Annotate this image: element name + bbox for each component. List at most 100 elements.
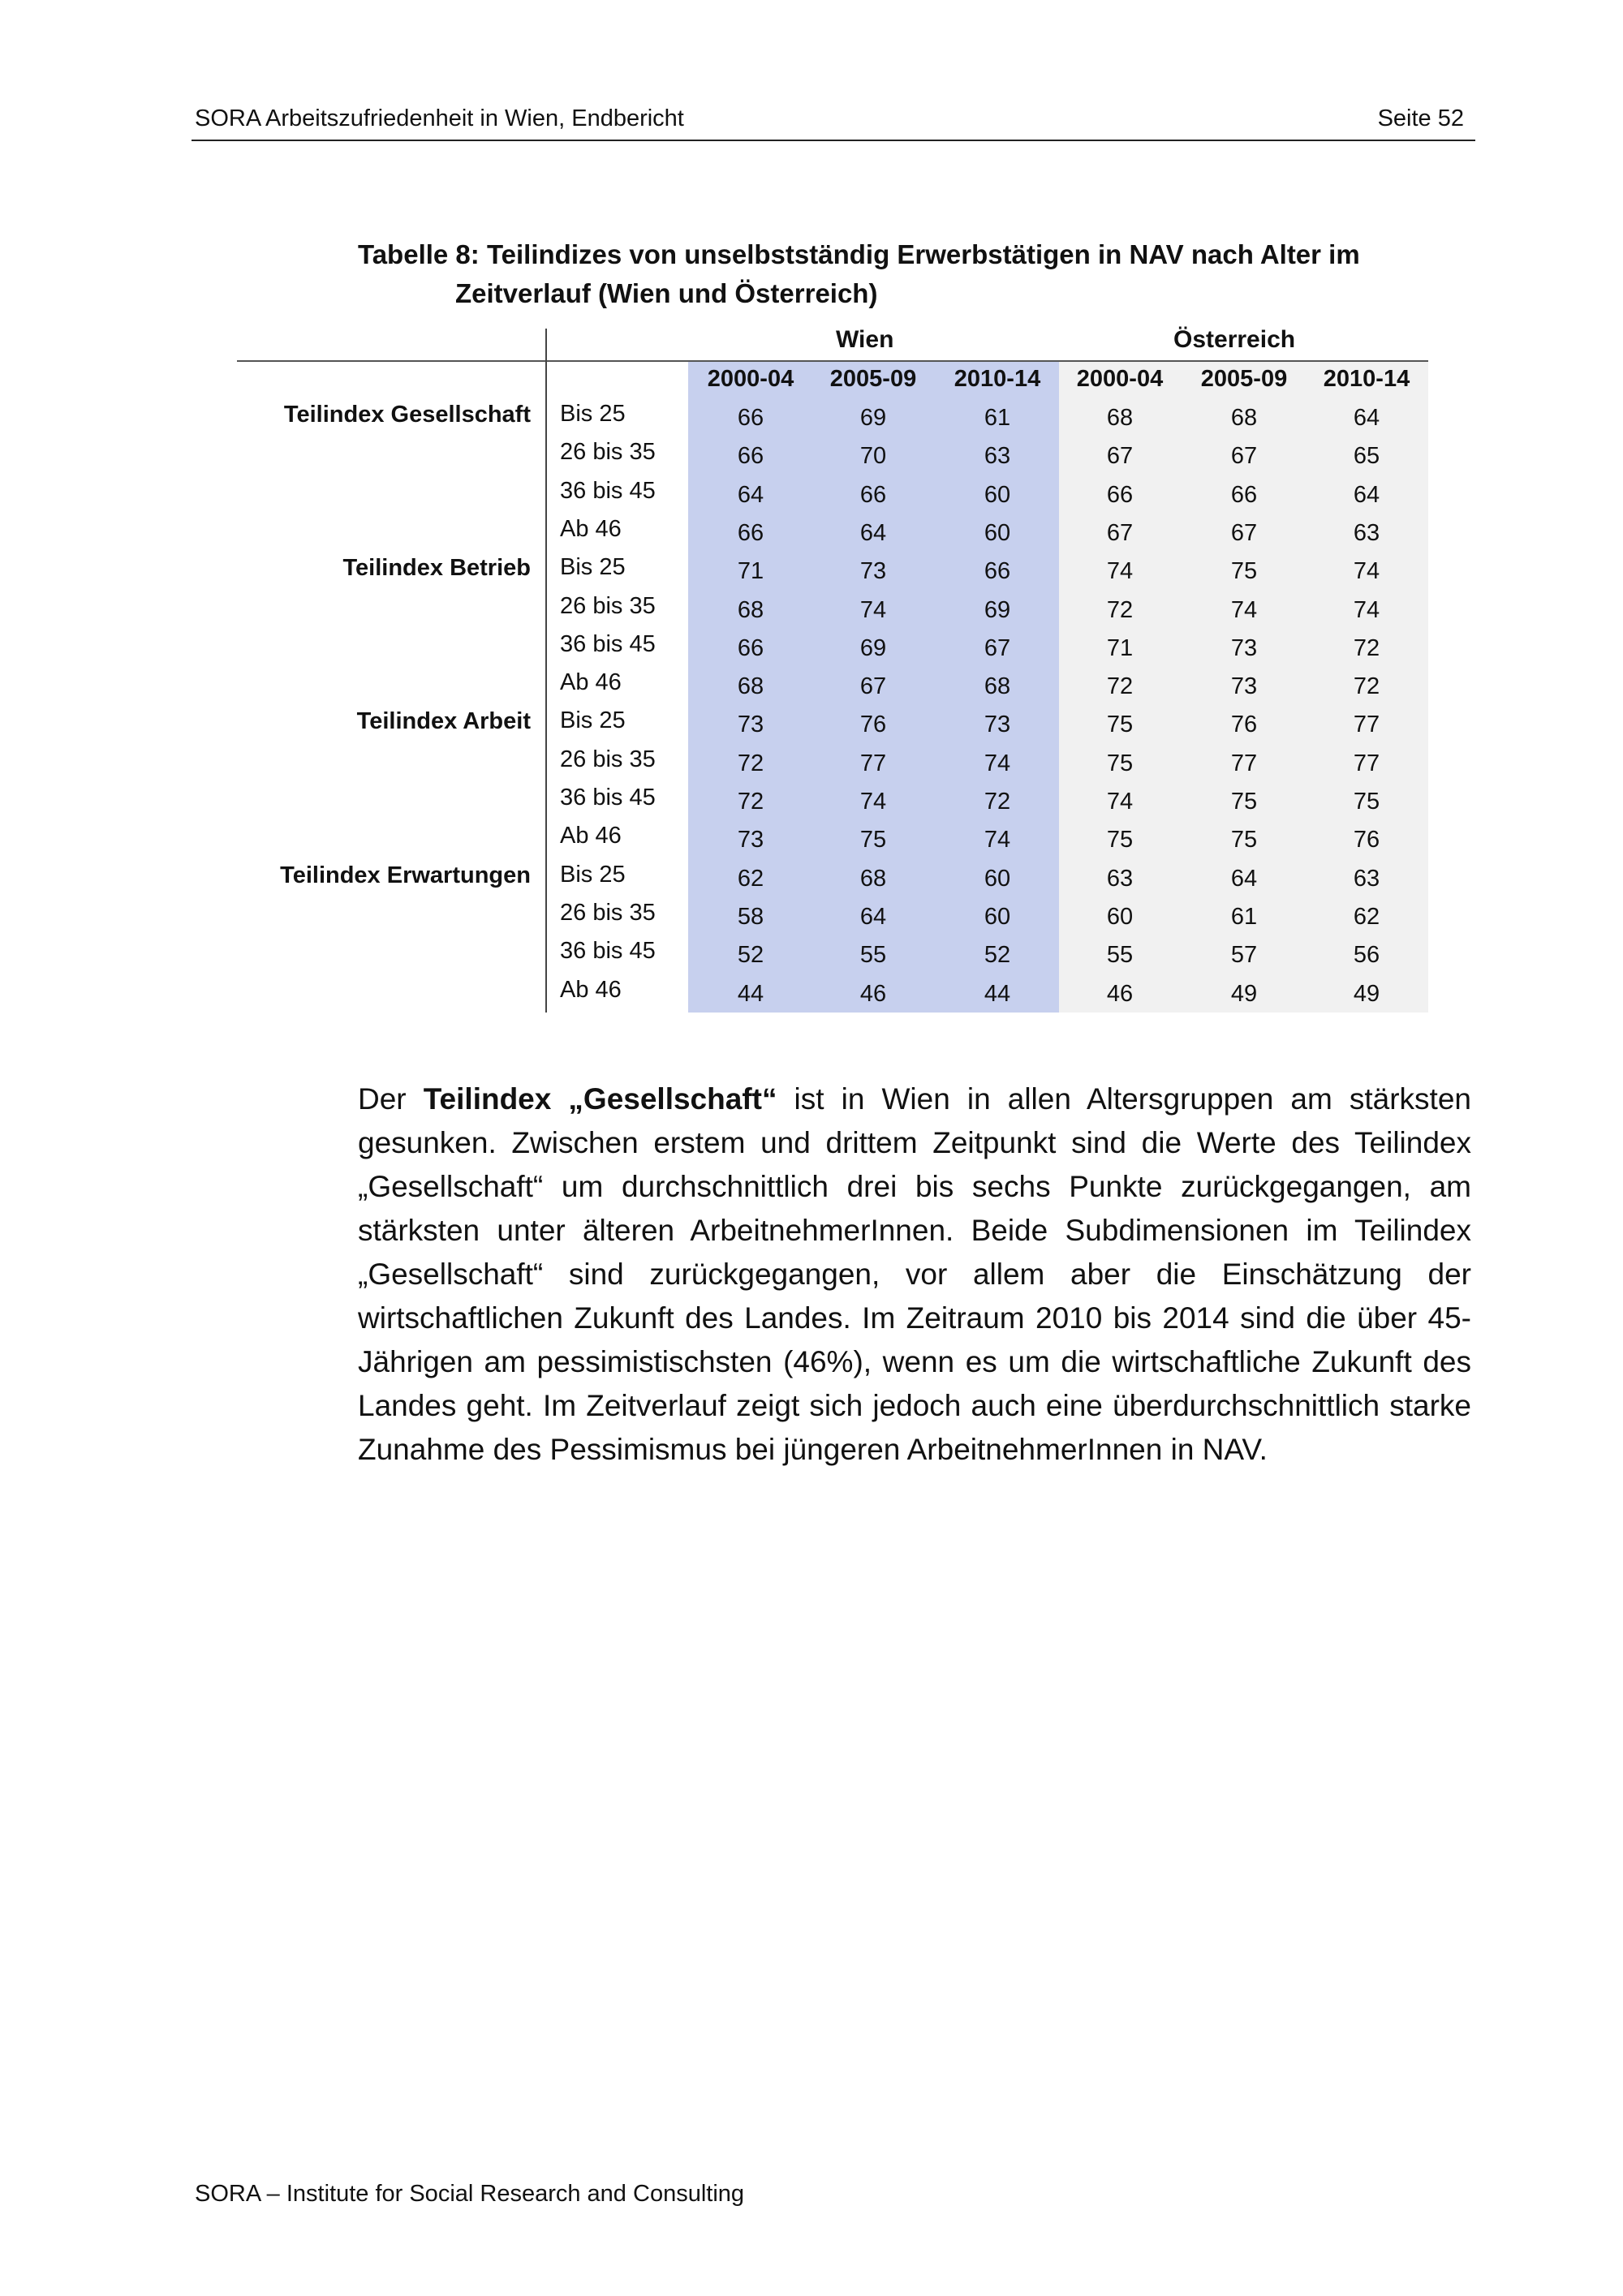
age-label: Ab 46 [560, 823, 622, 849]
table-cell: 73 [1230, 634, 1258, 661]
table-cell: 68 [1230, 405, 1258, 431]
table-cell: 73 [737, 827, 764, 853]
table-cell: 60 [984, 519, 1011, 546]
age-label: Bis 25 [560, 401, 626, 427]
table-cell: 66 [984, 558, 1011, 585]
table-cell: 72 [1106, 596, 1134, 623]
table-cell: 64 [737, 481, 764, 508]
table-cell: 46 [1106, 980, 1134, 1007]
table-cell: 49 [1230, 980, 1258, 1007]
table-cell: 68 [984, 673, 1011, 700]
table-cell: 75 [1106, 750, 1134, 776]
table-cell: 64 [1353, 481, 1380, 508]
age-label: Bis 25 [560, 861, 626, 888]
table-cell: 74 [1353, 596, 1380, 623]
table-cell: 72 [1353, 634, 1380, 661]
section-label: Teilindex Arbeit [356, 708, 531, 735]
age-label: Bis 25 [560, 707, 626, 734]
table-cell: 77 [859, 750, 887, 776]
table-cell: 57 [1230, 942, 1258, 969]
table-cell: 73 [859, 558, 887, 585]
table-cell: 74 [859, 789, 887, 815]
table-cell: 75 [1353, 789, 1380, 815]
table-caption: Tabelle 8: Teilindizes von unselbstständ… [358, 235, 1494, 313]
table-cell: 63 [1353, 865, 1380, 892]
table-cell: 73 [984, 712, 1011, 738]
table-cell: 74 [1106, 789, 1134, 815]
table-cell: 66 [737, 634, 764, 661]
table-cell: 67 [1106, 443, 1134, 470]
page-number: Seite 52 [1377, 105, 1464, 131]
table-cell: 55 [859, 942, 887, 969]
table-cell: 66 [859, 481, 887, 508]
para-text-start: Der [358, 1082, 424, 1116]
table-cell: 67 [1230, 443, 1258, 470]
table-cell: 64 [859, 903, 887, 930]
label-divider [545, 329, 547, 1013]
table-cell: 64 [1230, 865, 1258, 892]
body-paragraph: Der Teilindex „Gesellschaft“ ist in Wien… [358, 1077, 1471, 1472]
table-cell: 66 [737, 443, 764, 470]
table-cell: 49 [1353, 980, 1380, 1007]
table-cell: 74 [1106, 558, 1134, 585]
table-cell: 75 [1106, 827, 1134, 853]
table-cell: 62 [1353, 903, 1380, 930]
table-cell: 72 [1353, 673, 1380, 700]
age-label: 36 bis 45 [560, 785, 656, 810]
table-cell: 67 [1230, 519, 1258, 546]
table-cell: 61 [984, 405, 1011, 431]
table-cell: 68 [737, 596, 764, 623]
caption-line-2: Zeitverlauf (Wien und Österreich) [455, 278, 878, 308]
column-header: 2000-04 [1076, 366, 1164, 392]
table-cell: 66 [1106, 481, 1134, 508]
table-cell: 71 [737, 558, 764, 585]
column-header: 2010-14 [1323, 366, 1410, 392]
group-header-oesterreich: Österreich [1173, 326, 1296, 353]
table-cell: 64 [1353, 405, 1380, 431]
table-cell: 74 [1353, 558, 1380, 585]
age-label: Ab 46 [560, 515, 622, 542]
table-cell: 70 [859, 443, 887, 470]
table-cell: 60 [1106, 903, 1134, 930]
table-cell: 58 [737, 903, 764, 930]
table-cell: 71 [1106, 634, 1134, 661]
table-cell: 55 [1106, 942, 1134, 969]
table-cell: 44 [984, 980, 1011, 1007]
table-cell: 63 [1106, 865, 1134, 892]
table-cell: 61 [1230, 903, 1258, 930]
table-cell: 66 [1230, 481, 1258, 508]
section-label: Teilindex Erwartungen [280, 862, 531, 888]
table-cell: 60 [984, 481, 1011, 508]
table-cell: 66 [737, 519, 764, 546]
table-cell: 63 [984, 443, 1011, 470]
table-cell: 72 [1106, 673, 1134, 700]
table-cell: 69 [859, 634, 887, 661]
table-cell: 67 [984, 634, 1011, 661]
age-label: 26 bis 35 [560, 746, 656, 772]
age-label: 36 bis 45 [560, 477, 656, 504]
table-cell: 74 [984, 750, 1011, 776]
age-label: 26 bis 35 [560, 439, 656, 466]
oesterreich-shading [1059, 362, 1428, 1013]
table-cell: 65 [1353, 443, 1380, 470]
column-header: 2000-04 [707, 366, 794, 392]
table-cell: 72 [984, 789, 1011, 815]
table-cell: 72 [737, 750, 764, 776]
table-cell: 75 [1106, 712, 1134, 738]
table-cell: 63 [1353, 519, 1380, 546]
table-cell: 68 [859, 865, 887, 892]
header-divider [237, 360, 1428, 362]
column-header: 2010-14 [954, 366, 1041, 392]
table-cell: 60 [984, 865, 1011, 892]
table-cell: 69 [859, 405, 887, 431]
group-header-wien: Wien [836, 326, 894, 353]
column-header: 2005-09 [1200, 366, 1288, 392]
table-cell: 66 [737, 405, 764, 431]
age-label: Bis 25 [560, 554, 626, 581]
table-cell: 68 [737, 673, 764, 700]
table-cell: 77 [1353, 750, 1380, 776]
age-label: 36 bis 45 [560, 630, 656, 657]
column-header: 2005-09 [829, 366, 917, 392]
table-cell: 56 [1353, 942, 1380, 969]
table-cell: 76 [1353, 827, 1380, 853]
